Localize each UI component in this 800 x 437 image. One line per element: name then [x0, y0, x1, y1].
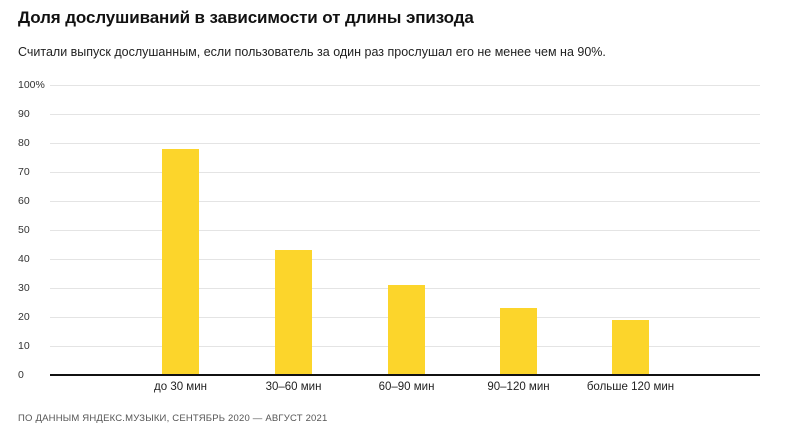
- chart-subtitle: Считали выпуск дослушанным, если пользов…: [18, 45, 606, 59]
- gridline: [50, 230, 760, 231]
- y-tick-label: 70: [18, 166, 30, 178]
- x-axis-line: [50, 374, 760, 376]
- gridline: [50, 259, 760, 260]
- y-tick-label: 100%: [18, 79, 45, 91]
- y-tick-label: 60: [18, 195, 30, 207]
- bar: [612, 319, 649, 375]
- y-tick-label: 10: [18, 340, 30, 352]
- source-note: ПО ДАННЫМ ЯНДЕКС.МУЗЫКИ, СЕНТЯБРЬ 2020 —…: [18, 413, 328, 424]
- chart-title: Доля дослушиваний в зависимости от длины…: [18, 8, 474, 27]
- y-tick-label: 30: [18, 282, 30, 294]
- gridline: [50, 114, 760, 115]
- y-tick-label: 80: [18, 137, 30, 149]
- y-tick-label: 50: [18, 224, 30, 236]
- y-tick-label: 40: [18, 253, 30, 265]
- gridline: [50, 85, 760, 86]
- bar: [388, 285, 425, 375]
- x-tick-label: до 30 мин: [154, 381, 207, 393]
- x-tick-label: 90–120 мин: [487, 381, 550, 393]
- gridline: [50, 201, 760, 202]
- x-tick-label: больше 120 мин: [586, 381, 675, 393]
- x-tick-label: 60–90 мин: [378, 381, 435, 393]
- gridline: [50, 172, 760, 173]
- bar: [500, 308, 537, 375]
- y-tick-label: 20: [18, 311, 30, 323]
- y-tick-label: 90: [18, 108, 30, 120]
- x-tick-label: 30–60 мин: [265, 381, 322, 393]
- bar: [275, 250, 312, 375]
- gridline: [50, 143, 760, 144]
- y-tick-label: 0: [18, 369, 24, 381]
- bar: [162, 148, 199, 375]
